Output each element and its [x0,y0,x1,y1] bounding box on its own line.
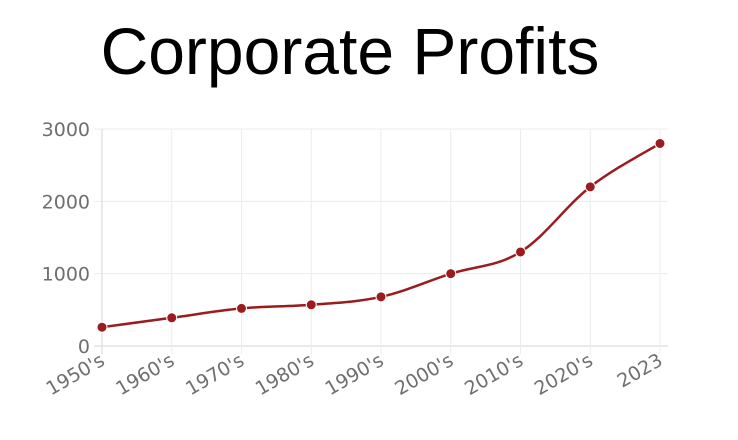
x-tick-label: 2020's [531,349,597,400]
series-group [96,137,666,333]
data-point [166,312,178,324]
x-tick-label: 1990's [322,349,388,400]
x-tick-label: 2000's [391,349,457,400]
y-tick-label: 1000 [42,264,90,286]
data-point [654,137,666,149]
y-tick-labels: 0 1000 2000 3000 [42,119,90,358]
data-point [584,181,596,193]
data-point [445,268,457,280]
data-point [236,302,247,314]
data-point [96,321,108,333]
chart-title: Corporate Profits [100,14,600,88]
y-tick-label: 2000 [42,191,90,213]
data-point [515,246,526,258]
x-tick-labels: 1950's 1960's 1970's 1980's 1990's 2000's 2010… [43,349,667,400]
x-tick-label: 1980's [252,349,318,400]
data-point [375,291,387,303]
x-tick-label: 1960's [112,349,178,400]
data-point [305,299,317,311]
x-tick-label: 1950's [43,349,109,400]
y-tick-label: 0 [78,336,90,358]
x-tick-label: 2023 [614,349,667,392]
grid-lines [94,128,668,354]
y-tick-label: 3000 [42,119,90,141]
x-tick-label: 1970's [182,349,248,400]
x-tick-label: 2010's [461,349,527,400]
